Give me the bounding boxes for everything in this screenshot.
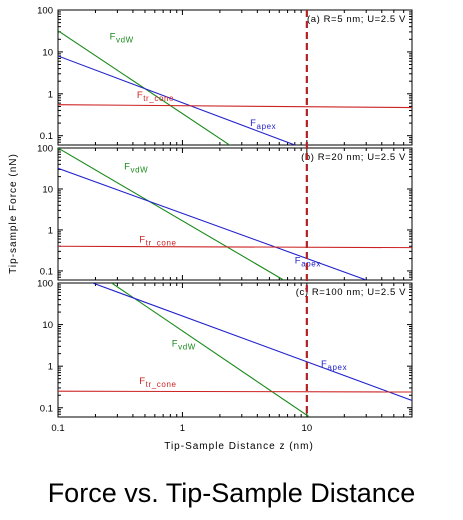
panel-label: (c) R=100 nm; U=2.5 V: [296, 287, 406, 298]
y-tick-label: 1: [48, 362, 53, 373]
label-f-tr-cone: Ftr_cone: [139, 234, 176, 247]
x-axis-title: Tip-Sample Distance z (nm): [164, 441, 314, 452]
label-f-vdw: FvdW: [124, 161, 148, 174]
y-tick-label: 100: [37, 279, 53, 290]
label-f-apex: Fapex: [321, 359, 347, 372]
y-tick-label: 10: [42, 320, 53, 331]
label-f-vdw: FvdW: [110, 31, 134, 44]
y-tick-label: 10: [42, 184, 53, 195]
label-f-apex: Fapex: [295, 256, 321, 269]
label-f-tr-cone: Ftr_cone: [139, 376, 176, 389]
label-f-apex: Fapex: [250, 118, 276, 131]
y-tick-label: 1: [48, 225, 53, 236]
panel-frame: [57, 282, 413, 418]
y-tick-label: 0.1: [40, 403, 53, 414]
series-f-apex: [58, 167, 367, 280]
series-f-vdw: [111, 283, 310, 417]
panel-label: (a) R=5 nm; U=2.5 V: [307, 14, 406, 25]
y-axis-title: Tip-sample Force (nN): [8, 153, 19, 274]
series-f-apex: [92, 283, 412, 401]
y-tick-label: 0.1: [40, 266, 53, 277]
y-tick-label: 100: [37, 144, 53, 155]
panel-label: (b) R=20 nm; U=2.5 V: [301, 152, 406, 163]
figure-caption: Force vs. Tip-Sample Distance: [47, 478, 416, 508]
x-tick-label: 0.1: [51, 423, 64, 434]
series-f-apex: [58, 55, 295, 145]
series-f-tr-cone: [58, 390, 412, 393]
force-distance-figure: 0.1 1 10 100 FvdW Ftr_cone Fapex (a) R=5 nm; U=…: [8, 6, 413, 452]
x-tick-label: 10: [302, 423, 313, 434]
y-tick-label: 1: [48, 89, 53, 100]
panel-frame: [57, 9, 413, 146]
x-tick-label: 1: [180, 423, 185, 434]
y-tick-label: 0.1: [40, 131, 53, 142]
label-f-vdw: FvdW: [172, 338, 196, 351]
series-f-tr-cone: [58, 245, 412, 249]
series-f-vdw: [58, 148, 284, 280]
y-tick-label: 10: [42, 47, 53, 58]
panel-frame: [57, 147, 413, 281]
series-f-tr-cone: [58, 104, 412, 109]
y-tick-label: 100: [37, 6, 53, 17]
label-f-tr-cone: Ftr_cone: [137, 90, 174, 103]
